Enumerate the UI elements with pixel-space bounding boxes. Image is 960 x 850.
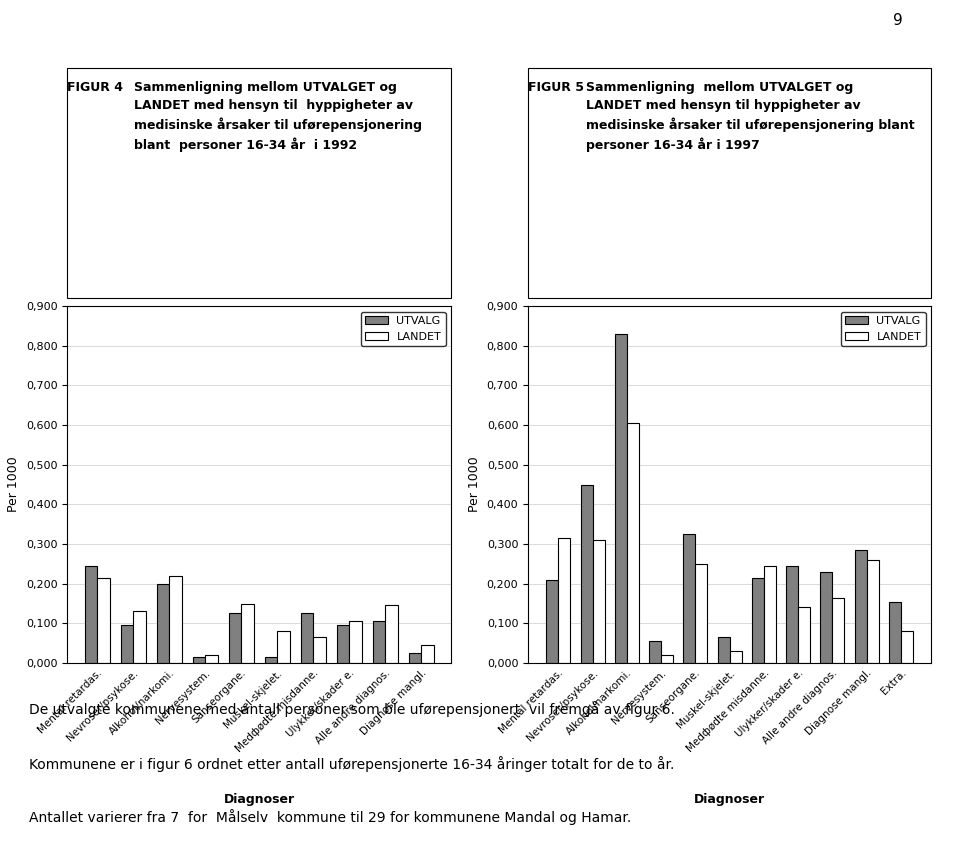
Text: Sammenligning  mellom UTVALGET og
LANDET med hensyn til hyppigheter av
medisinsk: Sammenligning mellom UTVALGET og LANDET …: [586, 81, 914, 152]
Bar: [337, 626, 349, 663]
Bar: [277, 632, 290, 663]
Bar: [718, 638, 730, 663]
Bar: [546, 580, 559, 663]
Text: De utvalgte kommunene med antall personer som ble uførepensjonert  vil fremgå av: De utvalgte kommunene med antall persone…: [29, 701, 675, 717]
Bar: [372, 621, 385, 663]
Bar: [169, 575, 181, 663]
Bar: [193, 657, 205, 663]
Bar: [730, 651, 741, 663]
Bar: [592, 540, 605, 663]
Bar: [832, 598, 845, 663]
Text: FIGUR 4: FIGUR 4: [67, 81, 123, 94]
Bar: [265, 657, 277, 663]
Bar: [695, 564, 708, 663]
Bar: [627, 423, 638, 663]
Text: Antallet varierer fra 7  for  Målselv  kommune til 29 for kommunene Mandal og Ha: Antallet varierer fra 7 for Målselv komm…: [29, 809, 631, 825]
Y-axis label: Per 1000: Per 1000: [8, 456, 20, 513]
Text: Kommunene er i figur 6 ordnet etter antall uførepensjonerte 16-34 åringer totalt: Kommunene er i figur 6 ordnet etter anta…: [29, 756, 674, 773]
Bar: [349, 621, 362, 663]
Bar: [661, 655, 673, 663]
Bar: [752, 578, 764, 663]
Bar: [821, 572, 832, 663]
Bar: [313, 638, 325, 663]
Bar: [764, 566, 776, 663]
Bar: [854, 550, 867, 663]
Bar: [889, 602, 900, 663]
Bar: [385, 605, 397, 663]
Bar: [614, 334, 627, 663]
Bar: [421, 645, 434, 663]
Bar: [241, 604, 253, 663]
Legend: UTVALG, LANDET: UTVALG, LANDET: [361, 312, 445, 346]
Text: FIGUR 5: FIGUR 5: [528, 81, 584, 94]
Bar: [786, 566, 798, 663]
Legend: UTVALG, LANDET: UTVALG, LANDET: [841, 312, 925, 346]
Bar: [133, 611, 146, 663]
Bar: [684, 534, 695, 663]
Bar: [228, 614, 241, 663]
Bar: [559, 538, 570, 663]
Bar: [121, 626, 133, 663]
Bar: [205, 655, 218, 663]
Bar: [409, 653, 421, 663]
X-axis label: Diagnoser: Diagnoser: [694, 793, 765, 806]
Bar: [867, 560, 878, 663]
Bar: [84, 566, 97, 663]
Bar: [581, 484, 592, 663]
Bar: [156, 584, 169, 663]
Bar: [900, 632, 913, 663]
X-axis label: Diagnoser: Diagnoser: [224, 793, 295, 806]
Text: Sammenligning mellom UTVALGET og
LANDET med hensyn til  hyppigheter av
medisinsk: Sammenligning mellom UTVALGET og LANDET …: [134, 81, 422, 152]
Text: 9: 9: [893, 13, 902, 28]
Y-axis label: Per 1000: Per 1000: [468, 456, 481, 513]
Bar: [97, 578, 109, 663]
Bar: [649, 641, 661, 663]
Bar: [300, 614, 313, 663]
Bar: [798, 608, 810, 663]
